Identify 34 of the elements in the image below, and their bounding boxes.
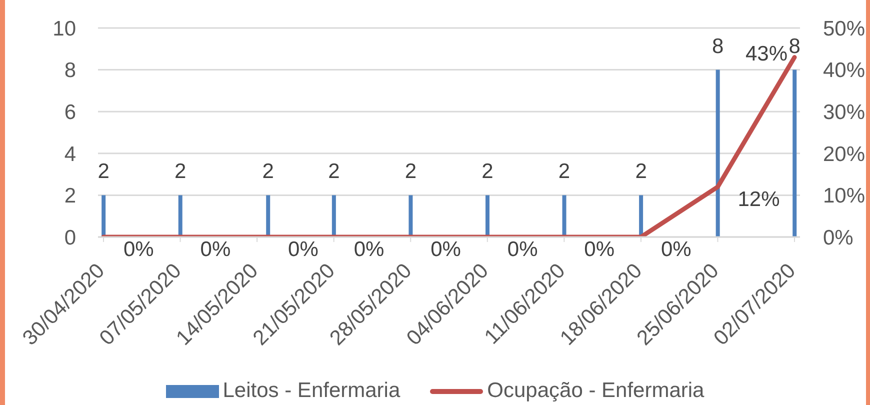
data-label: 2: [635, 160, 647, 184]
data-label: 0%: [354, 238, 384, 261]
data-label: 2: [174, 160, 186, 184]
data-label: 0%: [507, 238, 538, 261]
data-label: 0%: [584, 238, 615, 261]
y2-tick-label: 10%: [823, 184, 866, 208]
y2-tick-label: 20%: [823, 142, 866, 166]
y2-tick-label: 30%: [823, 100, 866, 124]
y2-tick-label: 40%: [823, 59, 866, 82]
data-label: 2: [404, 160, 417, 184]
data-label: 0%: [123, 238, 154, 261]
y2-tick-label: 50%: [823, 17, 866, 40]
y2-tick-label: 0%: [823, 226, 854, 250]
data-label: 0%: [200, 238, 231, 261]
data-label: 43%: [745, 42, 788, 66]
data-label: 0%: [660, 238, 692, 261]
y-tick-label: 4: [64, 142, 76, 166]
y-tick-label: 10: [52, 17, 76, 40]
y-tick-label: 8: [64, 59, 76, 82]
data-label: 2: [262, 160, 274, 184]
data-label: 2: [482, 160, 494, 184]
y-tick-label: 0: [64, 226, 76, 250]
data-label: 2: [98, 160, 110, 184]
data-label: 2: [558, 160, 570, 184]
legend-label: Leitos - Enfermaria: [222, 379, 400, 403]
data-label: 0%: [288, 238, 318, 261]
y-tick-label: 6: [64, 100, 76, 124]
legend-label: Ocupação - Enfermaria: [487, 379, 704, 403]
data-label: 8: [712, 34, 724, 58]
data-label: 12%: [738, 188, 780, 211]
data-label: 0%: [430, 238, 461, 261]
data-label: 2: [328, 160, 340, 184]
data-label: 8: [788, 34, 800, 58]
y-tick-label: 2: [64, 184, 76, 208]
